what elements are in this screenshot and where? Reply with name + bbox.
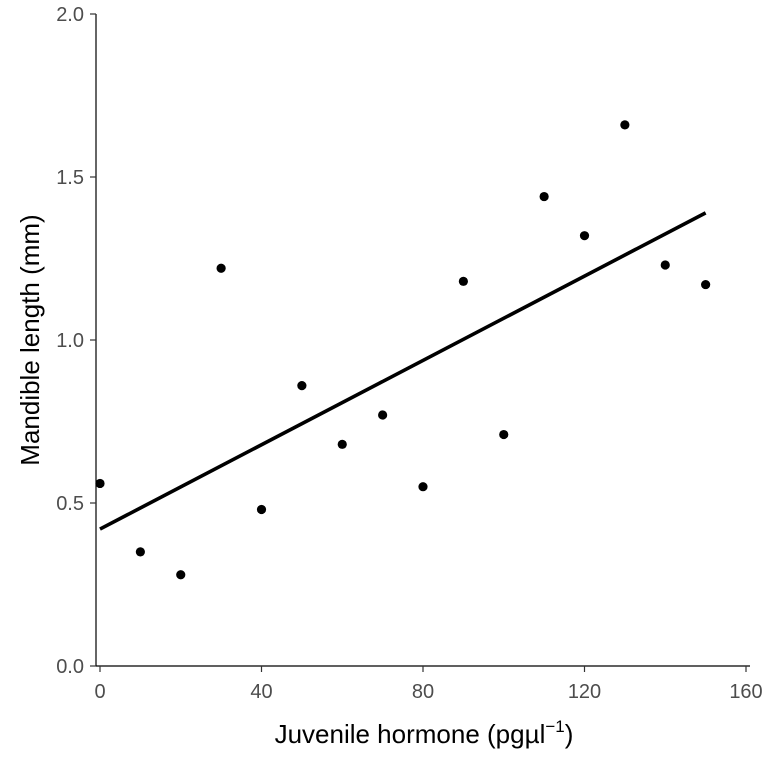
x-axis-title-suffix: ) xyxy=(565,719,574,749)
y-axis-title: Mandible length (mm) xyxy=(15,214,45,465)
data-point xyxy=(216,263,226,273)
data-point xyxy=(499,429,509,440)
data-point xyxy=(579,231,590,241)
y-tick-label: 0.0 xyxy=(56,656,84,678)
data-point xyxy=(418,482,428,492)
x-tick-label: 160 xyxy=(729,681,762,703)
x-tick-label: 120 xyxy=(568,681,601,703)
data-point xyxy=(135,547,145,557)
data-point xyxy=(176,570,186,580)
axes: 0.0 0.5 1.0 1.5 2.0 0 40 80 120 160 xyxy=(56,4,763,703)
y-tick-label: 2.0 xyxy=(56,4,84,26)
x-axis-title-superscript: −1 xyxy=(545,717,564,736)
regression-line xyxy=(99,211,707,531)
data-marks xyxy=(95,120,711,580)
data-point xyxy=(620,120,630,130)
data-point xyxy=(458,276,468,286)
data-point xyxy=(337,439,347,449)
x-tick-label: 40 xyxy=(250,681,272,703)
x-tick-label: 80 xyxy=(412,681,434,703)
x-tick-label: 0 xyxy=(94,681,105,703)
y-tick-label: 0.5 xyxy=(56,493,84,515)
data-point xyxy=(95,478,105,489)
x-axis-title: Juvenile hormone (pgµl−1) xyxy=(275,717,574,749)
data-point xyxy=(378,410,388,420)
y-tick-label: 1.5 xyxy=(56,167,84,189)
data-point xyxy=(660,260,670,270)
data-point xyxy=(701,279,711,290)
data-point xyxy=(539,191,549,202)
data-point xyxy=(297,381,307,391)
x-axis-title-main: Juvenile hormone (pgµl xyxy=(275,719,546,749)
data-point xyxy=(256,504,267,515)
y-tick-label: 1.0 xyxy=(56,330,84,352)
